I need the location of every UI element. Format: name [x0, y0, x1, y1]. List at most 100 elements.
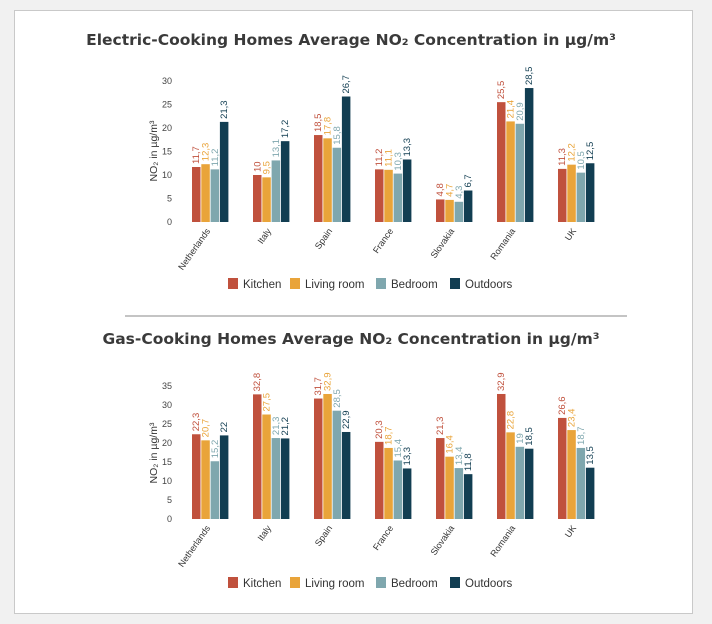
data-label-living-room-slovakia: 4,7 [445, 184, 456, 197]
legend-swatch-living-room [290, 577, 300, 588]
chart-title: Gas-Cooking Homes Average NO₂ Concentrat… [102, 330, 599, 348]
bar-outdoors-slovakia [463, 190, 473, 222]
category-label-slovakia: Slovakia [429, 226, 457, 260]
bar-bedroom-italy [271, 160, 281, 222]
legend-swatch-bedroom [376, 278, 386, 289]
category-label-spain: Spain [313, 226, 334, 251]
y-tick-label: 0 [167, 514, 172, 524]
bar-outdoors-slovakia [463, 474, 473, 519]
bar-living-room-italy [262, 177, 271, 222]
data-label-kitchen-italy: 10 [252, 161, 263, 172]
bar-living-room-uk [567, 164, 576, 222]
chart-2: Gas-Cooking Homes Average NO₂ Concentrat… [102, 330, 599, 590]
data-label-living-room-uk: 23,4 [567, 409, 578, 428]
bar-bedroom-spain [332, 147, 342, 222]
data-label-outdoors-netherlands: 21,3 [219, 100, 230, 119]
data-label-outdoors-france: 13,3 [402, 447, 413, 466]
y-tick-label: 5 [167, 495, 172, 505]
data-label-kitchen-france: 20,3 [374, 420, 385, 439]
data-label-living-room-slovakia: 16,4 [445, 435, 456, 454]
legend-item-outdoors: Outdoors [450, 577, 513, 590]
bar-bedroom-slovakia [454, 468, 464, 519]
data-label-kitchen-romania: 25,5 [496, 81, 507, 100]
data-label-bedroom-netherlands: 11,2 [210, 149, 221, 167]
bar-living-room-spain [323, 138, 332, 222]
bar-outdoors-netherlands [219, 121, 229, 222]
data-label-outdoors-italy: 21,2 [280, 417, 291, 436]
bar-kitchen-france [375, 441, 384, 519]
data-label-kitchen-slovakia: 4,8 [435, 183, 446, 196]
bar-kitchen-spain [314, 398, 323, 519]
category-label-romania: Romania [488, 523, 517, 558]
legend-swatch-outdoors [450, 278, 460, 289]
legend-label-living-room: Living room [305, 578, 364, 590]
bar-bedroom-uk [576, 172, 586, 222]
bar-bedroom-spain [332, 410, 342, 519]
data-label-living-room-romania: 21,4 [506, 100, 517, 119]
y-tick-label: 15 [162, 457, 172, 467]
data-label-bedroom-spain: 28,5 [332, 389, 343, 408]
data-label-outdoors-spain: 26,7 [341, 75, 352, 94]
bar-kitchen-romania [497, 102, 506, 222]
data-label-bedroom-uk: 18,7 [576, 426, 587, 445]
bar-living-room-romania [506, 121, 515, 222]
bar-kitchen-spain [314, 135, 323, 222]
data-label-living-room-netherlands: 20,7 [201, 419, 212, 438]
data-label-living-room-uk: 12,2 [567, 143, 578, 162]
bar-kitchen-france [375, 169, 384, 222]
figure-frame: Electric-Cooking Homes Average NO₂ Conce… [14, 10, 693, 614]
data-label-bedroom-spain: 15,8 [332, 126, 343, 145]
data-label-bedroom-uk: 10,5 [576, 151, 587, 170]
legend-item-living-room: Living room [290, 577, 364, 590]
legend-swatch-kitchen [228, 577, 238, 588]
data-label-outdoors-italy: 17,2 [280, 120, 291, 139]
data-label-bedroom-netherlands: 15,2 [210, 440, 221, 459]
y-tick-label: 10 [162, 170, 172, 180]
data-label-kitchen-slovakia: 21,3 [435, 417, 446, 436]
legend-item-kitchen: Kitchen [228, 577, 281, 590]
data-label-kitchen-italy: 32,8 [252, 373, 263, 392]
category-label-france: France [371, 523, 395, 552]
y-tick-label: 30 [162, 76, 172, 86]
bar-kitchen-netherlands [192, 167, 201, 222]
bar-living-room-france [384, 169, 393, 222]
bar-kitchen-italy [253, 175, 262, 222]
bar-kitchen-romania [497, 393, 506, 519]
bar-bedroom-netherlands [210, 169, 220, 222]
y-tick-label: 25 [162, 100, 172, 110]
legend-label-bedroom: Bedroom [391, 279, 438, 291]
bar-bedroom-uk [576, 447, 586, 519]
legend-item-kitchen: Kitchen [228, 278, 281, 291]
category-label-uk: UK [563, 523, 578, 539]
data-label-living-room-italy: 27,5 [262, 393, 273, 412]
y-tick-label: 30 [162, 400, 172, 410]
data-label-kitchen-spain: 31,7 [313, 377, 324, 396]
category-label-italy: Italy [256, 523, 274, 543]
data-label-outdoors-uk: 13,5 [585, 446, 596, 465]
bar-outdoors-spain [341, 431, 351, 519]
data-label-kitchen-uk: 11,3 [557, 148, 568, 166]
y-tick-label: 10 [162, 476, 172, 486]
legend-label-outdoors: Outdoors [465, 578, 513, 590]
bar-kitchen-netherlands [192, 434, 201, 519]
data-label-bedroom-slovakia: 4,3 [454, 186, 465, 199]
data-label-bedroom-france: 15,4 [393, 439, 404, 458]
bar-living-room-uk [567, 430, 576, 519]
bar-living-room-romania [506, 432, 515, 519]
bar-bedroom-netherlands [210, 461, 220, 519]
y-tick-label: 0 [167, 217, 172, 227]
data-label-living-room-italy: 9,5 [262, 161, 273, 174]
bar-kitchen-uk [558, 417, 567, 519]
data-label-bedroom-romania: 20,9 [515, 102, 526, 120]
bar-living-room-netherlands [201, 440, 210, 519]
legend-label-kitchen: Kitchen [243, 279, 281, 291]
data-label-living-room-romania: 22,8 [506, 411, 517, 430]
data-label-living-room-france: 18,7 [384, 426, 395, 445]
bar-bedroom-romania [515, 446, 525, 519]
data-label-bedroom-slovakia: 13,4 [454, 447, 465, 466]
category-label-slovakia: Slovakia [429, 523, 457, 557]
category-label-netherlands: Netherlands [176, 226, 212, 272]
category-label-france: France [371, 226, 395, 255]
data-label-outdoors-slovakia: 11,8 [463, 453, 474, 471]
data-label-bedroom-france: 10,3 [393, 152, 404, 171]
